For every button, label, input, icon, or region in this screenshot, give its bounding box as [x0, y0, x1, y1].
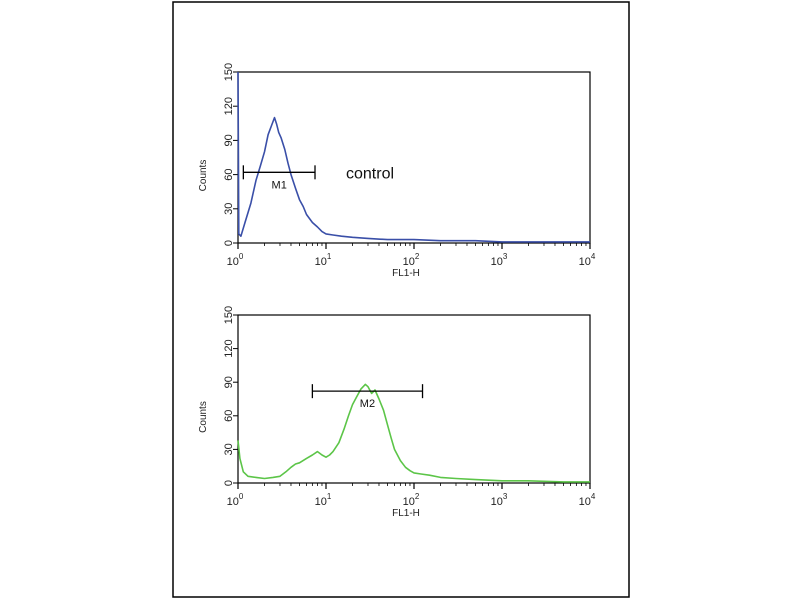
- control-marker-label: M1: [272, 179, 287, 191]
- figure-frame: [172, 1, 630, 598]
- sample-x-tick-label: 101: [315, 492, 332, 508]
- control-y-tick-label: 90: [223, 134, 235, 146]
- sample-y-tick-label: 30: [223, 443, 235, 455]
- sample-y-axis-title: Counts: [198, 401, 209, 433]
- control-x-tick-label: 101: [315, 252, 332, 268]
- control-y-tick-label: 0: [223, 240, 235, 246]
- sample-x-tick-label: 103: [491, 492, 508, 508]
- control-x-tick-label: 102: [403, 252, 420, 268]
- sample-x-tick-label: 100: [227, 492, 244, 508]
- control-x-axis-title: FL1-H: [392, 268, 420, 279]
- control-annotation: control: [346, 165, 394, 182]
- control-histogram-line: [237, 71, 590, 243]
- control-y-tick-label: 120: [223, 97, 235, 115]
- control-x-tick-label: 103: [491, 252, 508, 268]
- control-x-tick-label: 104: [579, 252, 596, 268]
- sample-y-tick-label: 0: [223, 480, 235, 486]
- sample-x-tick-label: 102: [403, 492, 420, 508]
- sample-y-tick-label: 120: [223, 339, 235, 357]
- sample-marker-label: M2: [360, 398, 375, 410]
- control-y-tick-label: 150: [223, 63, 235, 81]
- sample-x-axis-title: FL1-H: [392, 508, 420, 519]
- control-y-tick-label: 60: [223, 168, 235, 180]
- control-histogram-panel: 0 30 60 90 120 150 100 101 102 103 104 FL1-H Counts M…: [198, 63, 596, 279]
- control-y-tick-label: 30: [223, 203, 235, 215]
- control-x-tick-label: 100: [227, 252, 244, 268]
- sample-x-tick-label: 104: [579, 492, 596, 508]
- sample-y-tick-label: 150: [223, 306, 235, 324]
- sample-histogram-panel: 0 30 60 90 120 150 100 101 102 103 104 FL1-H Counts M…: [198, 306, 596, 519]
- sample-histogram-line: [237, 383, 590, 483]
- sample-y-tick-label: 60: [223, 410, 235, 422]
- control-y-axis-title: Counts: [198, 160, 209, 192]
- sample-y-tick-label: 90: [223, 376, 235, 388]
